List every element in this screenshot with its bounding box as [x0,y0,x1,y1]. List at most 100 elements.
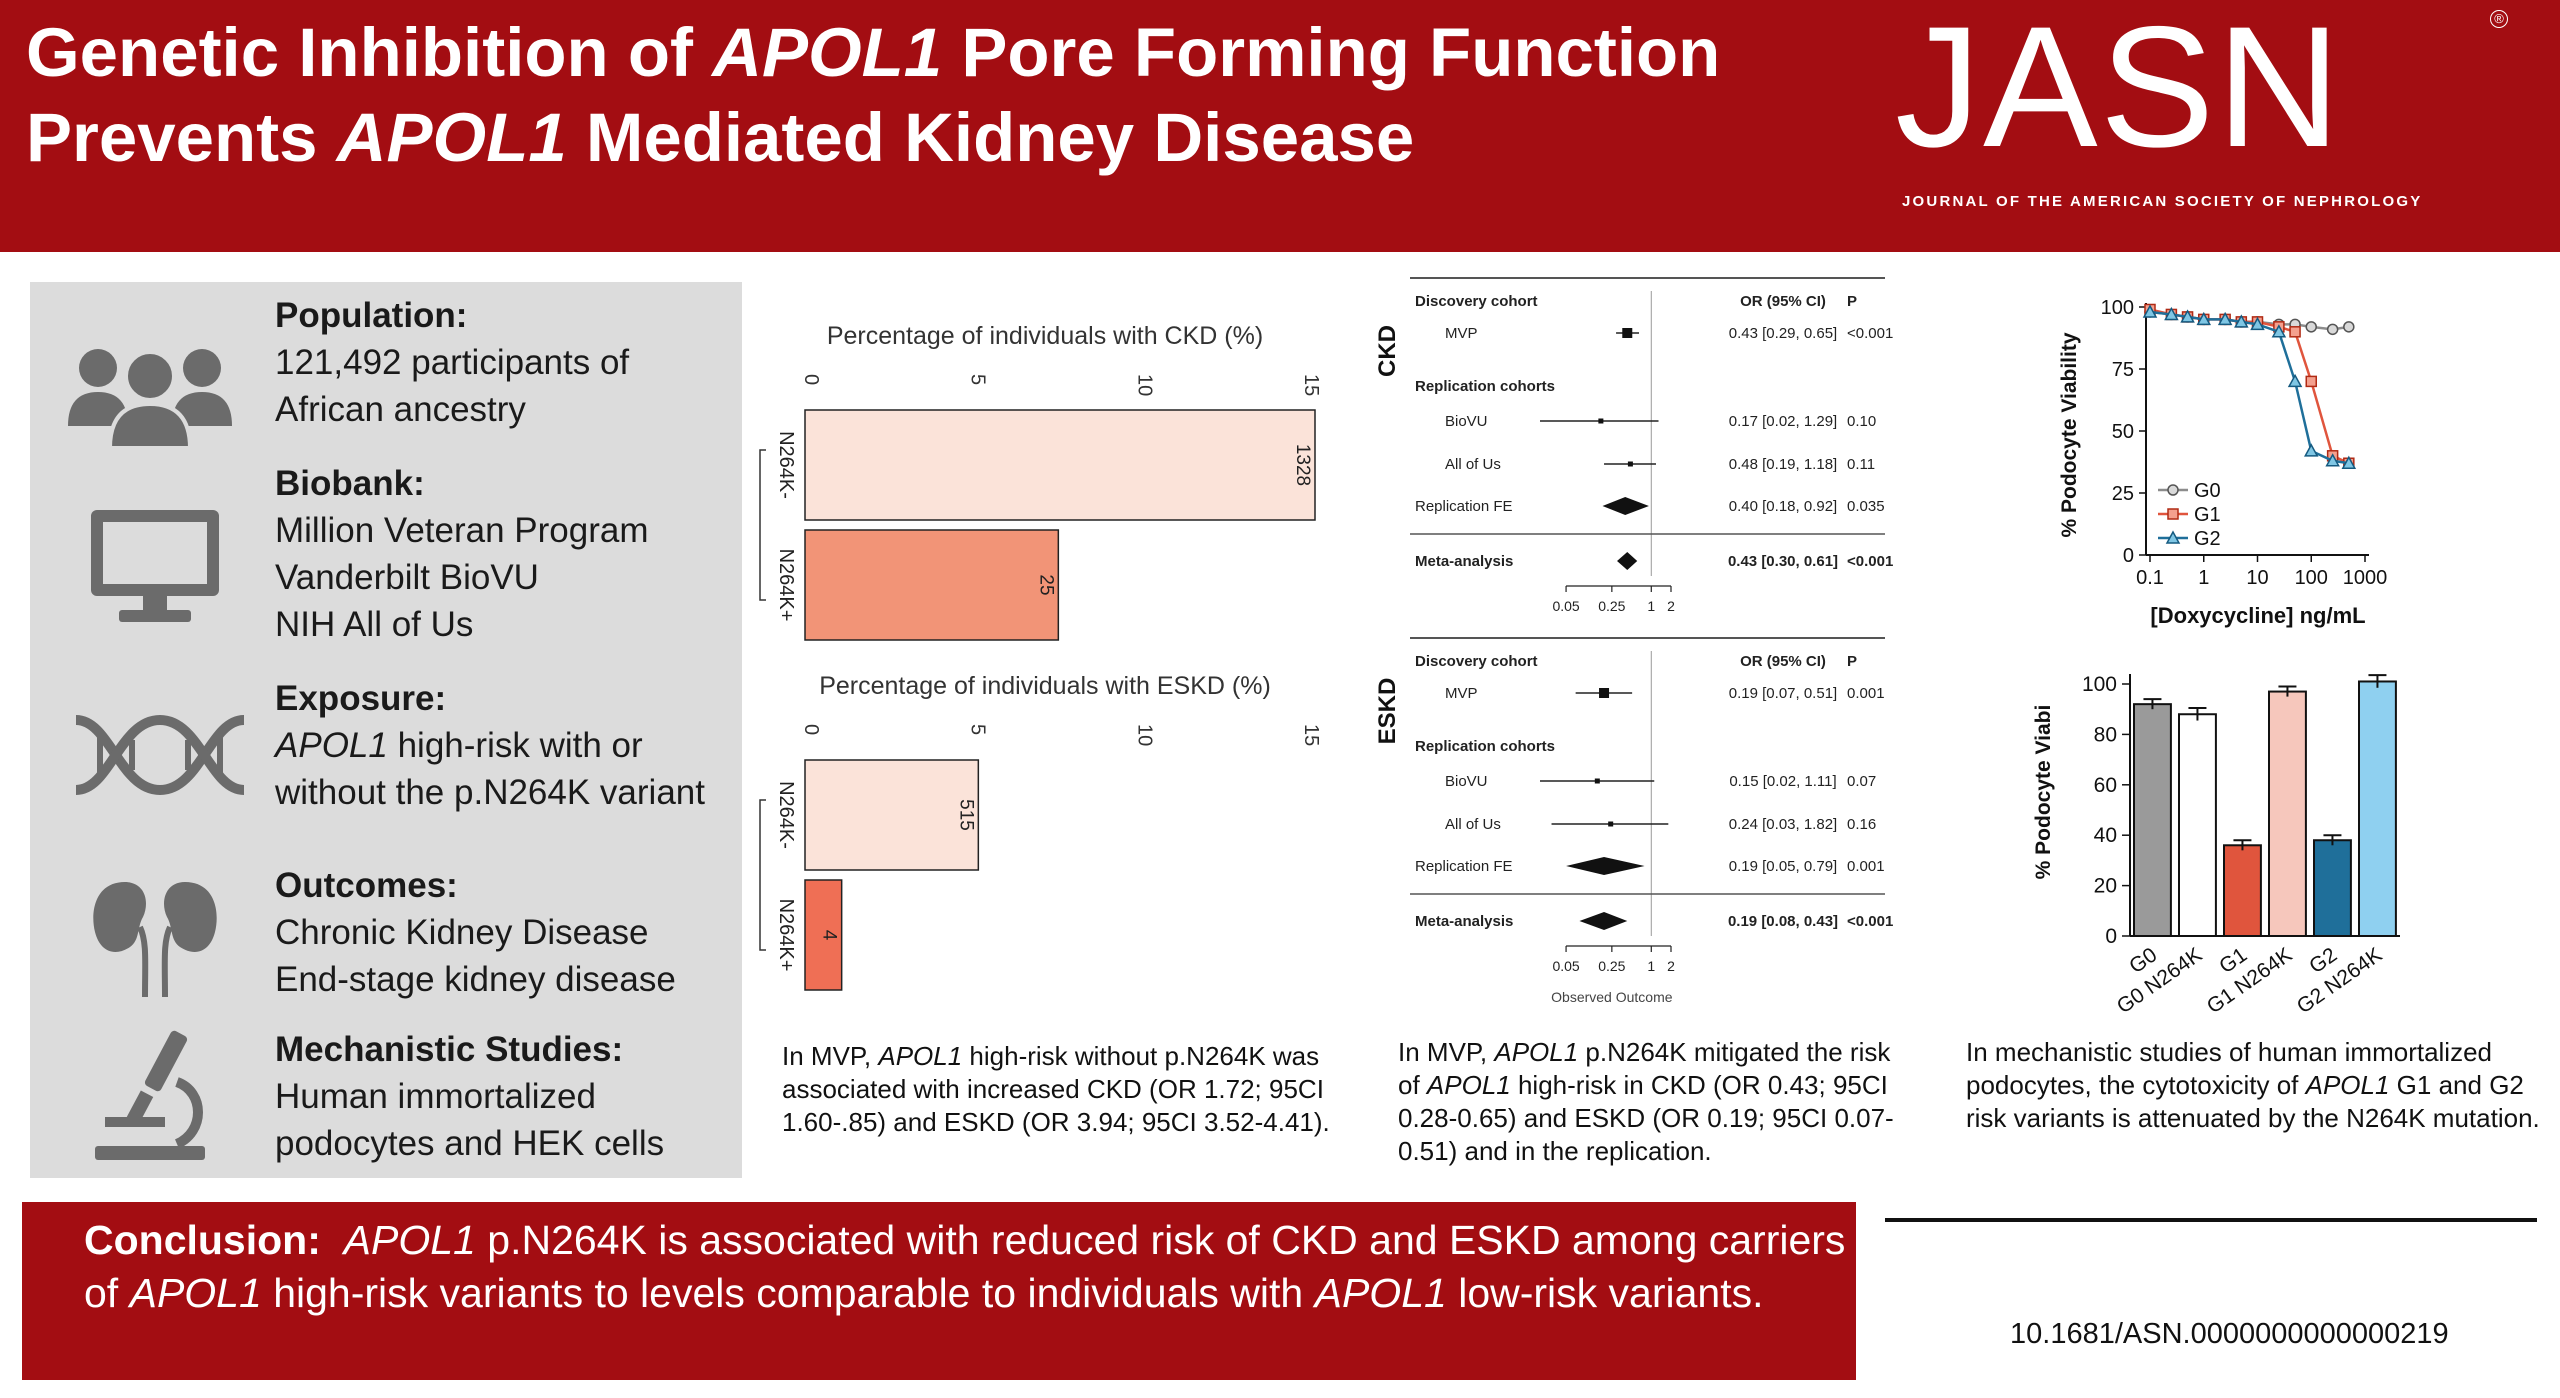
data-point [2341,455,2357,469]
tick-label: 15 [1300,724,1322,746]
row-label: All of Us [1445,816,1501,833]
tick-label: 5 [967,374,989,385]
y-tick-label: 100 [2082,673,2117,696]
p-value: 0.10 [1847,413,1876,430]
caption-gene: APOL1 [878,1041,963,1071]
bar [2358,680,2397,938]
data-point [2196,311,2212,326]
population-text: 121,492 participants of [275,343,630,382]
caption-text: p.N264K mitigated the risk of [1398,1037,1891,1100]
people-icon [68,349,232,450]
tick-label: 10 [1133,374,1155,396]
panel-label: ESKD [1374,678,1401,745]
kidney-icon [93,882,217,998]
caption-text: In mechanistic studies of human immortal… [1966,1037,2493,1100]
panel-label: CKD [1374,325,1401,377]
or-value: 0.19 [0.07, 0.51] [1729,685,1837,702]
y-axis-label: % Podocyte Viability [2058,332,2081,537]
data-point [2303,443,2319,457]
data-point [2305,375,2317,388]
row-label: BioVU [1445,413,1488,430]
data-label: 25 [1035,574,1056,595]
pooled-diamond [1617,552,1638,570]
data-point [2326,323,2339,336]
category-label: N264K- [775,431,797,499]
row-label: Meta-analysis [1415,913,1513,930]
category-label: G2 N264K [2293,943,2387,1018]
y-tick-label: 100 [2101,297,2134,319]
caption-text: In MVP, [1398,1037,1495,1067]
data-point [2271,324,2287,338]
bar [804,879,843,991]
or-value: 0.40 [0.18, 0.92] [1729,498,1837,515]
category-label: G0 N264K [2113,943,2207,1018]
mechanistic-text: podocytes and HEK cells [275,1124,665,1163]
bar [2268,690,2307,938]
conclusion-gene: APOL1 [343,1217,476,1263]
y-tick-label: 60 [2094,774,2117,797]
data-point [2250,316,2265,331]
exposure-text: APOL1 high-risk with or [275,722,705,769]
chart-title: Percentage of individuals with CKD (%) [827,322,1263,350]
series-line [2149,308,2350,465]
y-axis-label: % Podocyte Viabi [2032,705,2055,880]
data-point [2287,373,2303,388]
point-estimate [1627,461,1633,467]
y-tick-label: 0 [2123,545,2134,567]
caption-text: high-risk in CKD (OR 0.43; 95CI 0.28-0.6… [1398,1070,1894,1166]
exposure-gene: APOL1 [275,726,388,765]
population-block: Population: 121,492 participants of Afri… [275,292,629,433]
pooled-diamond [1566,857,1645,875]
legend-label: G2 [2194,528,2221,550]
x-tick-label: 0.1 [2136,567,2164,589]
or-value: 0.19 [0.08, 0.43] [1728,913,1838,930]
conclusion-text: p.N264K is associated with reduced risk … [84,1217,1846,1316]
conclusion-text: high-risk variants to levels comparable … [261,1270,1315,1316]
bar [2133,703,2172,937]
point-estimate [1599,688,1610,698]
data-point [2343,321,2355,333]
outcomes-text: End-stage kidney disease [275,960,676,999]
x-tick-label: 10 [2246,567,2268,589]
or-value: 0.17 [0.02, 1.29] [1729,413,1837,430]
row-label: Replication FE [1415,498,1513,515]
mechanistic-block: Mechanistic Studies: Human immortalized … [275,1026,664,1167]
x-tick-label: 2 [1667,958,1675,974]
or-value: 0.19 [0.05, 0.79] [1729,858,1837,875]
caption-gene: APOL1 [2305,1070,2390,1100]
data-label: 1328 [1292,444,1313,486]
y-tick-label: 40 [2094,824,2117,847]
data-label: 4 [819,930,840,941]
x-tick-label: 1 [1647,958,1655,974]
conclusion-banner: Conclusion: APOL1 p.N264K is associated … [22,1202,1856,1380]
x-axis-label: Observed Outcome [1551,989,1673,1005]
caption-text: G1 and G2 risk variants is attenuated by… [1966,1070,2540,1133]
title-gene: APOL1 [712,14,943,91]
outcomes-block: Outcomes: Chronic Kidney Disease End-sta… [275,862,676,1003]
journal-name: JOURNAL OF THE AMERICAN SOCIETY OF NEPHR… [1902,193,2423,210]
bar [2313,839,2352,938]
column-header: OR (95% CI) [1740,293,1826,310]
data-point [2305,321,2317,333]
header-banner: Genetic Inhibition of APOL1 Pore Forming… [0,0,2560,252]
biobank-heading: Biobank: [275,464,425,503]
x-tick-label: 2 [1667,598,1675,614]
point-estimate [1598,418,1604,424]
series-line [2149,310,2350,465]
mechanistic-caption: In mechanistic studies of human immortal… [1966,1036,2546,1135]
monitor-icon [91,510,219,622]
category-bracket [759,799,766,951]
doi-link[interactable]: 10.1681/ASN.0000000000000219 [2010,1318,2449,1350]
dose-response-chart: 0.1 1 10 100 1000 0 25 50 75 100 % Podocyte Viabil… [2058,297,2387,628]
page-title: Genetic Inhibition of APOL1 Pore Forming… [26,10,1866,180]
mechanistic-heading: Mechanistic Studies: [275,1030,624,1069]
outcomes-text: Chronic Kidney Disease [275,913,649,952]
tick-label: 0 [800,724,822,735]
column-header: P [1847,293,1857,310]
x-tick-label: 100 [2295,567,2328,589]
category-label: G1 N264K [2203,943,2297,1018]
journal-logo: JASN [1895,0,2343,183]
chart-title: Percentage of individuals with ESKD (%) [819,672,1271,700]
biobank-block: Biobank: Million Veteran Program Vanderb… [275,460,649,648]
or-value: 0.24 [0.03, 1.82] [1729,816,1837,833]
